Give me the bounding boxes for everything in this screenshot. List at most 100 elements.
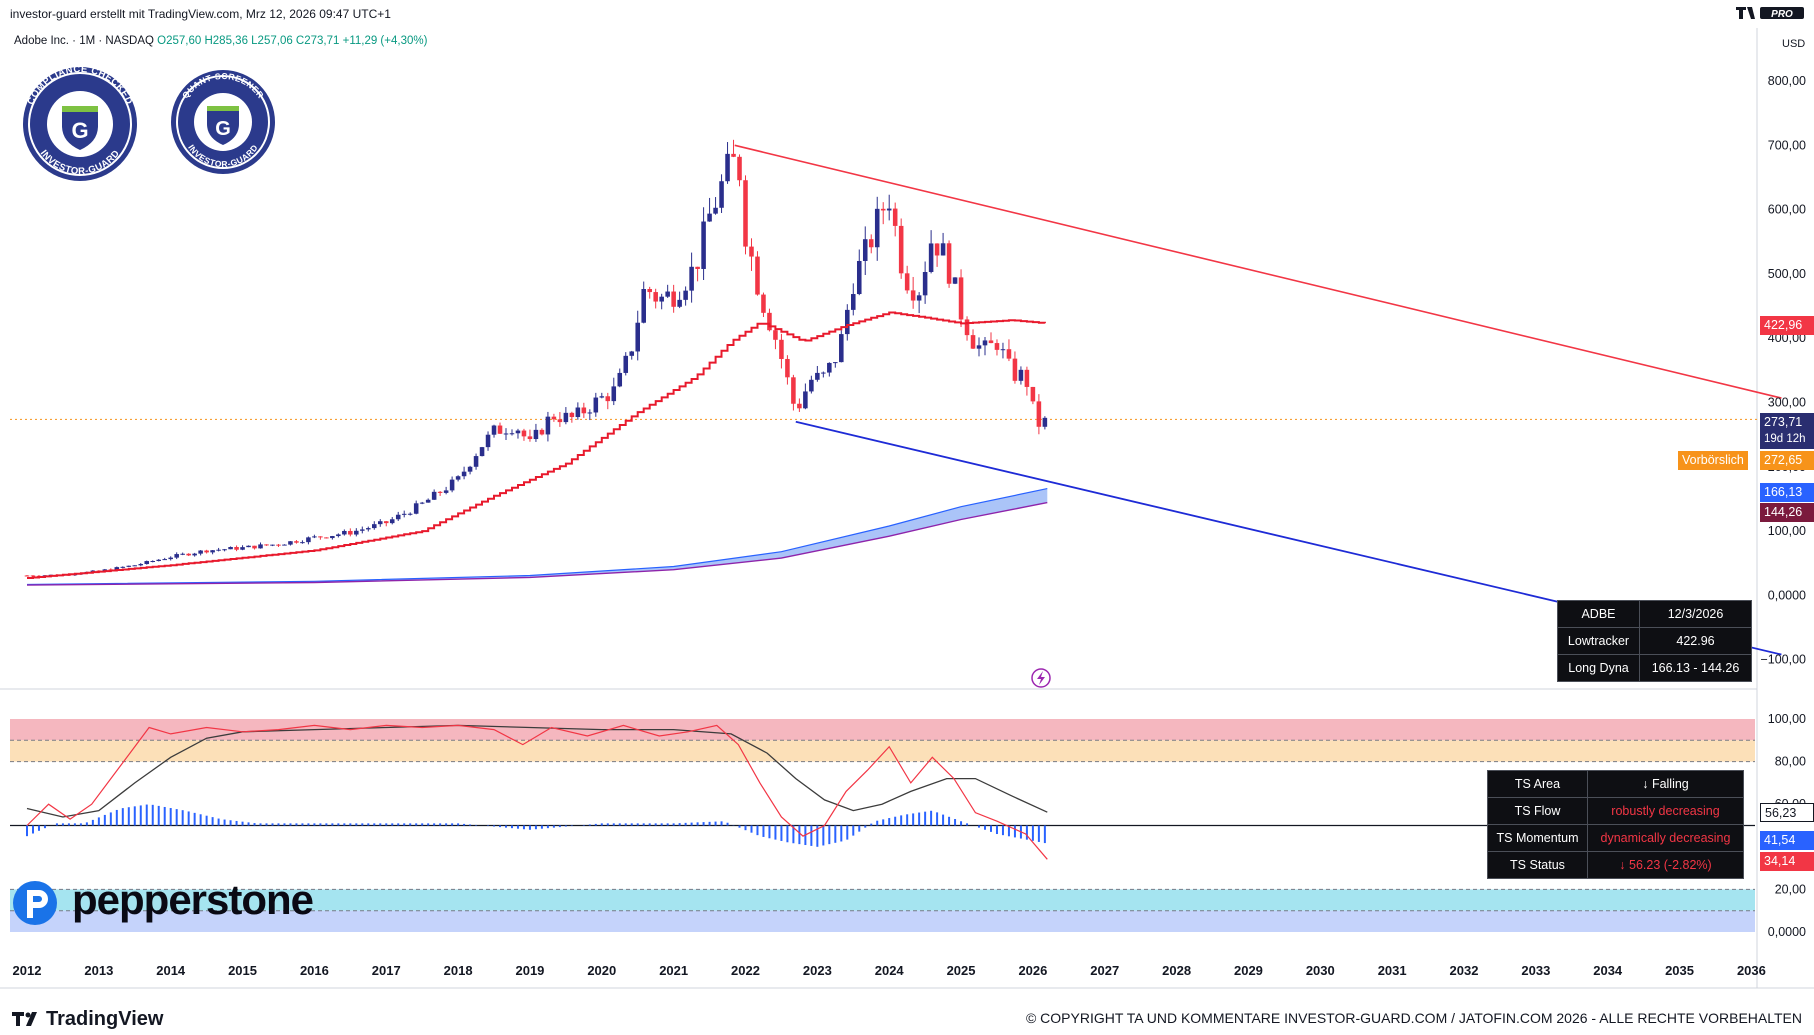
candle-body [773, 330, 778, 340]
candle-body [497, 425, 503, 434]
candle-body [383, 521, 389, 524]
candle-body [839, 334, 844, 363]
svg-text:G: G [215, 118, 231, 140]
year-label: 2027 [1090, 963, 1119, 978]
osc-fast-line [26, 724, 1048, 860]
candle-body [192, 553, 197, 556]
candle-body [641, 288, 646, 323]
candle-body [743, 180, 748, 247]
oscillator-zones [10, 719, 1755, 932]
candle-body [1036, 401, 1042, 427]
candle-body [312, 536, 317, 538]
symbol-name[interactable]: Adobe Inc. · 1M · NASDAQ [14, 35, 154, 47]
candle-body [599, 396, 605, 398]
candle-body [150, 561, 156, 563]
candle-body [761, 294, 766, 313]
candle-body [306, 537, 311, 543]
info-table-value: 166.13 - 144.26 [1639, 654, 1752, 682]
candle-body [252, 545, 257, 549]
long-dyna-fill [27, 488, 1048, 586]
info-table-label: Lowtracker [1557, 627, 1640, 655]
osc-zone-1 [10, 740, 1755, 762]
candle-body [719, 181, 724, 208]
ts-table-value: robustly decreasing [1587, 797, 1744, 825]
candle-body [162, 559, 167, 561]
candle-body [886, 208, 892, 211]
osc-zone-3 [10, 910, 1755, 932]
candle-body [120, 566, 126, 568]
candle-body [1024, 369, 1030, 387]
candle-body [210, 550, 215, 553]
candle-body [348, 530, 353, 535]
candle-body [821, 372, 826, 374]
candle-body [904, 273, 910, 291]
candle-body [407, 513, 413, 515]
dyna-lower-tag: 144,26 [1760, 503, 1814, 522]
trendlines[interactable] [734, 144, 1782, 656]
osc-axis-label: 100,00 [1768, 712, 1806, 726]
info-table-row: ADBE 12/3/2026 [1557, 600, 1752, 628]
candle-body [449, 479, 455, 491]
countdown-tag: 19d 12h [1760, 430, 1814, 449]
candle-body [665, 291, 670, 297]
ts-table-row: TS Area ↓ Falling [1487, 770, 1744, 798]
year-label: 2024 [875, 963, 905, 978]
candle-body [1000, 349, 1006, 351]
price-axis-labels[interactable]: 800,00700,00600,00500,00400,00300,00200,… [1760, 74, 1806, 667]
candle-body [659, 296, 664, 302]
currency-label[interactable]: USD [1782, 38, 1806, 50]
candle-body [360, 529, 365, 531]
info-table-row: Lowtracker 422.96 [1557, 627, 1752, 655]
year-label: 2036 [1737, 963, 1766, 978]
candle-body [575, 407, 581, 418]
top-bar: investor-guard erstellt mit TradingView.… [0, 0, 1814, 28]
candle-body [282, 544, 287, 546]
oscillator-lines [26, 724, 1048, 860]
candle-body [342, 530, 347, 535]
candle-body [174, 554, 179, 558]
year-label: 2028 [1162, 963, 1191, 978]
last-price-tag: 273,71 [1760, 413, 1814, 432]
year-label: 2029 [1234, 963, 1263, 978]
long-dyna-band [26, 488, 1048, 586]
candle-body [755, 256, 760, 295]
candle-body [300, 542, 305, 544]
year-label: 2023 [803, 963, 832, 978]
tv-pro-label: PRO [1771, 9, 1793, 20]
candle-body [276, 544, 281, 546]
candle-body [611, 386, 617, 402]
candle-body [204, 550, 209, 553]
candle-body [413, 503, 419, 514]
time-axis-labels[interactable]: 2012 2013 2014 2015 2016 2017 2018 2019 2020 2021… [13, 963, 1766, 978]
long-dyna-lower-line [26, 501, 1048, 586]
candle-body [324, 537, 329, 539]
candle-body [767, 312, 772, 331]
long-dyna-upper-line [26, 488, 1048, 586]
year-label: 2020 [587, 963, 616, 978]
candle-body [222, 549, 227, 551]
candle-body [557, 419, 563, 423]
candle-body [479, 447, 485, 457]
candle-body [336, 534, 341, 537]
candle-body [958, 277, 964, 320]
candle-body [144, 561, 150, 565]
candle-body [731, 153, 736, 157]
ts-table-label: TS Flow [1487, 797, 1588, 825]
candle-body [258, 544, 263, 549]
tradingview-icon [12, 1012, 37, 1026]
candle-body [1030, 386, 1036, 402]
candle-body [114, 567, 120, 571]
candle-body [371, 524, 377, 529]
lightning-icon[interactable] [1031, 668, 1051, 688]
price-axis-label: 700,00 [1768, 138, 1806, 152]
candle-body [635, 322, 641, 352]
pepperstone-logo: pepperstone [72, 876, 314, 923]
candle-body [827, 362, 832, 373]
ts-table-label: TS Momentum [1487, 824, 1588, 852]
candle-body [850, 294, 856, 310]
year-label: 2022 [731, 963, 760, 978]
price-axis-label: 0,0000 [1768, 588, 1806, 602]
ts-table-row: TS Momentum dynamically decreasing [1487, 824, 1744, 852]
